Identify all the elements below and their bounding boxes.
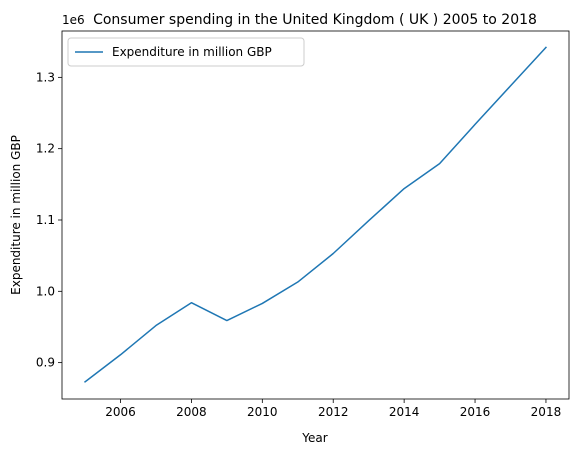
legend: Expenditure in million GBP	[67, 37, 305, 67]
y-axis-ticks: 0.9 1.0 1.1 1.2 1.3	[36, 70, 62, 370]
series-line	[83, 46, 548, 383]
legend-entry: Expenditure in million GBP	[112, 45, 272, 59]
x-tick-label: 2010	[247, 405, 278, 419]
x-tick-label: 2018	[531, 405, 562, 419]
y-tick-label: 1.0	[36, 284, 55, 298]
y-tick-label: 1.3	[36, 70, 55, 84]
y-tick-label: 1.1	[36, 213, 55, 227]
plot-frame	[61, 30, 570, 400]
y-tick-label: 0.9	[36, 356, 55, 370]
y-axis-offset-label: 1e6	[62, 13, 85, 27]
chart-title: Consumer spending in the United Kingdom …	[93, 12, 537, 28]
series-layer	[83, 46, 548, 383]
x-axis-label: Year	[301, 431, 327, 445]
x-tick-label: 2016	[460, 405, 491, 419]
x-tick-label: 2008	[176, 405, 207, 419]
x-axis-ticks: 2006 2008 2010 2012 2014 2016 2018	[105, 399, 561, 419]
x-tick-label: 2012	[318, 405, 349, 419]
y-axis-label: Expenditure in million GBP	[9, 135, 23, 295]
x-tick-label: 2006	[105, 405, 136, 419]
y-tick-label: 1.2	[36, 142, 55, 156]
legend-box	[67, 37, 305, 67]
x-tick-label: 2014	[389, 405, 420, 419]
